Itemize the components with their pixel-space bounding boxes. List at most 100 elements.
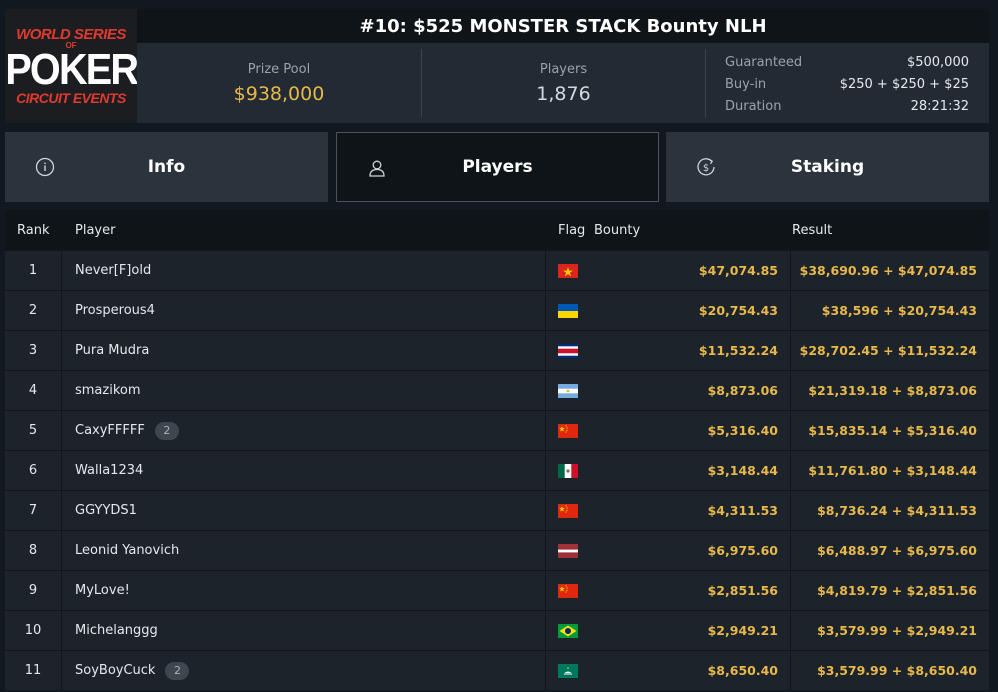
bounty-cell: $20,754.43 bbox=[606, 291, 791, 330]
entries-badge: 2 bbox=[154, 421, 179, 440]
rank-cell: 10 bbox=[5, 611, 62, 650]
tab-players[interactable]: Players bbox=[336, 132, 659, 202]
wsop-logo[interactable]: WORLD SERIES OF POKER CIRCUIT EVENTS bbox=[5, 9, 137, 123]
player-cell[interactable]: MyLove! bbox=[62, 571, 546, 610]
macau-flag-icon bbox=[558, 663, 578, 678]
player-cell[interactable]: Walla1234 bbox=[62, 451, 546, 490]
vietnam-flag-icon bbox=[558, 263, 578, 278]
header-bounty[interactable]: Bounty bbox=[594, 222, 641, 238]
buyin-label: Buy-in bbox=[725, 76, 767, 92]
flag-cell bbox=[546, 263, 606, 278]
table-row[interactable]: 6 Walla1234 $3,148.44 $11,761.80 + $3,148.4… bbox=[5, 450, 989, 490]
player-name[interactable]: Never[F]old bbox=[75, 263, 152, 278]
player-name[interactable]: Leonid Yanovich bbox=[75, 543, 180, 558]
bounty-cell: $8,650.40 bbox=[606, 651, 791, 690]
player-cell[interactable]: Prosperous4 bbox=[62, 291, 546, 330]
mexico-flag-icon bbox=[558, 463, 578, 478]
flag-cell bbox=[546, 543, 606, 558]
rank-cell: 11 bbox=[5, 651, 62, 690]
ukraine-flag-icon bbox=[558, 303, 578, 318]
players-table: Rank Player Flag Bounty Result 1 Never[F]… bbox=[5, 210, 989, 690]
table-row[interactable]: 3 Pura Mudra $11,532.24 $28,702.45 + $11,53… bbox=[5, 330, 989, 370]
logo-line-2: OF bbox=[65, 40, 77, 50]
result-cell: $8,736.24 + $4,311.53 bbox=[817, 503, 977, 518]
rank-cell: 6 bbox=[5, 451, 62, 490]
bounty-cell: $6,975.60 bbox=[606, 531, 791, 570]
result-cell: $21,319.18 + $8,873.06 bbox=[808, 383, 977, 398]
player-name[interactable]: Pura Mudra bbox=[75, 343, 150, 358]
rank-cell: 4 bbox=[5, 371, 62, 410]
player-name[interactable]: Prosperous4 bbox=[75, 303, 155, 318]
event-title: #10: $525 MONSTER STACK Bounty NLH bbox=[359, 15, 767, 37]
rank-cell: 9 bbox=[5, 571, 62, 610]
bounty-cell: $4,311.53 bbox=[606, 491, 791, 530]
tab-players-label: Players bbox=[462, 157, 533, 177]
player-name[interactable]: SoyBoyCuck bbox=[75, 663, 156, 678]
player-cell[interactable]: GGYYDS1 bbox=[62, 491, 546, 530]
tab-info[interactable]: Info bbox=[5, 132, 328, 202]
players-value: 1,876 bbox=[536, 82, 591, 105]
result-cell: $15,835.14 + $5,316.40 bbox=[808, 423, 977, 438]
bounty-cell: $2,851.56 bbox=[606, 571, 791, 610]
table-row[interactable]: 9 MyLove! $2,851.56 $4,819.79 + $2,851.56 bbox=[5, 570, 989, 610]
event-stats-panel: Prize Pool $938,000 Players 1,876 Guaran… bbox=[137, 43, 989, 123]
rank-cell: 2 bbox=[5, 291, 62, 330]
china-flag-icon bbox=[558, 423, 578, 438]
svg-text:$: $ bbox=[703, 163, 709, 174]
duration-label: Duration bbox=[725, 98, 782, 114]
flag-cell bbox=[546, 383, 606, 398]
stat-divider bbox=[705, 49, 706, 117]
flag-cell bbox=[546, 623, 606, 638]
player-cell[interactable]: CaxyFFFFF 2 bbox=[62, 411, 546, 450]
player-name[interactable]: smazikom bbox=[75, 383, 141, 398]
player-cell[interactable]: Never[F]old bbox=[62, 251, 546, 290]
table-row[interactable]: 4 smazikom $8,873.06 $21,319.18 + $8,873.06 bbox=[5, 370, 989, 410]
player-name[interactable]: GGYYDS1 bbox=[75, 503, 137, 518]
guaranteed-label: Guaranteed bbox=[725, 54, 803, 70]
tab-staking[interactable]: $ Staking bbox=[666, 132, 989, 202]
table-row[interactable]: 2 Prosperous4 $20,754.43 $38,596 + $20,754.… bbox=[5, 290, 989, 330]
flag-cell bbox=[546, 463, 606, 478]
stat-divider bbox=[421, 49, 422, 117]
guaranteed-row: Guaranteed $500,000 bbox=[725, 51, 969, 73]
player-name[interactable]: Michelanggg bbox=[75, 623, 158, 638]
table-row[interactable]: 1 Never[F]old $47,074.85 $38,690.96 + $47,0… bbox=[5, 250, 989, 290]
player-cell[interactable]: Pura Mudra bbox=[62, 331, 546, 370]
player-cell[interactable]: SoyBoyCuck 2 bbox=[62, 651, 546, 690]
table-row[interactable]: 10 Michelanggg $2,949.21 $3,579.99 + $2,949… bbox=[5, 610, 989, 650]
table-row[interactable]: 5 CaxyFFFFF 2 $5,316.40 $15,835.14 + $5,316.… bbox=[5, 410, 989, 450]
table-row[interactable]: 7 GGYYDS1 $4,311.53 $8,736.24 + $4,311.53 bbox=[5, 490, 989, 530]
table-row[interactable]: 8 Leonid Yanovich $6,975.60 $6,488.97 + $6,… bbox=[5, 530, 989, 570]
player-name[interactable]: CaxyFFFFF bbox=[75, 423, 145, 438]
bounty-cell: $2,949.21 bbox=[606, 611, 791, 650]
player-cell[interactable]: Michelanggg bbox=[62, 611, 546, 650]
brazil-flag-icon bbox=[558, 623, 578, 638]
bounty-cell: $5,316.40 bbox=[606, 411, 791, 450]
table-header: Rank Player Flag Bounty Result bbox=[5, 210, 989, 250]
event-title-bar: #10: $525 MONSTER STACK Bounty NLH bbox=[137, 9, 989, 43]
tab-staking-label: Staking bbox=[790, 157, 865, 177]
dollar-coin-icon: $ bbox=[697, 158, 715, 176]
player-cell[interactable]: smazikom bbox=[62, 371, 546, 410]
rank-cell: 8 bbox=[5, 531, 62, 570]
player-name[interactable]: MyLove! bbox=[75, 583, 130, 598]
table-row[interactable]: 11 SoyBoyCuck 2 $8,650.40 $3,579.99 + $8,650… bbox=[5, 650, 989, 690]
header-rank[interactable]: Rank bbox=[17, 222, 50, 238]
player-name[interactable]: Walla1234 bbox=[75, 463, 144, 478]
costa-rica-flag-icon bbox=[558, 343, 578, 358]
rank-cell: 3 bbox=[5, 331, 62, 370]
header-result[interactable]: Result bbox=[792, 222, 833, 238]
duration-row: Duration 28:21:32 bbox=[725, 95, 969, 117]
result-cell: $6,488.97 + $6,975.60 bbox=[817, 543, 977, 558]
duration-value: 28:21:32 bbox=[910, 98, 969, 114]
player-cell[interactable]: Leonid Yanovich bbox=[62, 531, 546, 570]
result-cell: $3,579.99 + $8,650.40 bbox=[817, 663, 977, 678]
rank-cell: 7 bbox=[5, 491, 62, 530]
logo-line-4: CIRCUIT EVENTS bbox=[16, 89, 126, 106]
header-flag[interactable]: Flag bbox=[558, 222, 586, 238]
header-player[interactable]: Player bbox=[75, 222, 116, 238]
info-icon bbox=[35, 157, 55, 177]
flag-cell bbox=[546, 503, 606, 518]
players-stat: Players 1,876 bbox=[422, 43, 705, 123]
result-cell: $38,690.96 + $47,074.85 bbox=[799, 263, 977, 278]
